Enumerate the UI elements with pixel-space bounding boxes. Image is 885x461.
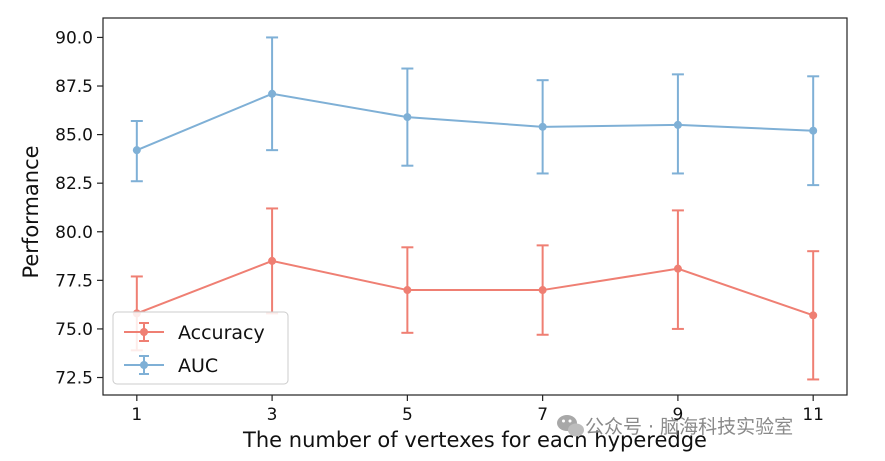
legend-entries: Accuracy AUC xyxy=(124,322,265,377)
x-tick-label: 3 xyxy=(267,405,278,425)
y-tick-label: 80.0 xyxy=(55,223,93,243)
y-tick-label: 82.5 xyxy=(55,174,93,194)
accuracy-point xyxy=(673,264,682,273)
accuracy-point xyxy=(538,286,547,295)
watermark-text: 公众号 · 脑海科技实验室 xyxy=(585,416,793,438)
y-axis-label: Performance xyxy=(19,145,43,278)
x-tick-label: 11 xyxy=(802,405,824,425)
accuracy-point xyxy=(268,256,277,265)
y-tick-label: 87.5 xyxy=(55,77,93,97)
auc-point xyxy=(268,89,277,98)
y-tick-label: 72.5 xyxy=(55,369,93,389)
legend-label-auc: AUC xyxy=(178,355,218,377)
legend-label-accuracy: Accuracy xyxy=(178,322,265,344)
x-tick-label: 9 xyxy=(672,405,683,425)
plot-frame xyxy=(102,17,848,396)
x-tick-label: 1 xyxy=(131,405,142,425)
y-tick-label: 75.0 xyxy=(55,320,93,340)
wechat-icon xyxy=(557,415,584,437)
accuracy-point xyxy=(809,311,818,320)
y-tick-label: 77.5 xyxy=(55,271,93,291)
x-tick-label: 7 xyxy=(537,405,548,425)
y-tick-label: 85.0 xyxy=(55,126,93,146)
legend: Accuracy AUC xyxy=(112,311,289,385)
watermark: 公众号 · 脑海科技实验室 xyxy=(557,415,793,438)
auc-line xyxy=(136,92,814,152)
series-auc xyxy=(130,36,820,187)
auc-point xyxy=(809,126,818,135)
accuracy-line xyxy=(136,259,814,317)
auc-point xyxy=(403,113,412,122)
x-tick-label: 5 xyxy=(402,405,413,425)
auc-point xyxy=(132,146,141,155)
auc-point xyxy=(673,120,682,129)
legend-item-accuracy: Accuracy xyxy=(124,322,265,344)
y-tick-label: 90.0 xyxy=(55,28,93,48)
legend-item-auc: AUC xyxy=(124,355,218,377)
auc-point xyxy=(538,122,547,131)
y-axis-ticks: 72.5 75.0 77.5 80.0 82.5 85.0 87.5 90.0 xyxy=(55,28,103,389)
x-axis-label: The number of vertexes for each hyperedg… xyxy=(242,428,707,452)
accuracy-point xyxy=(403,286,412,295)
x-axis-ticks: 1 3 5 7 9 11 xyxy=(131,395,824,425)
